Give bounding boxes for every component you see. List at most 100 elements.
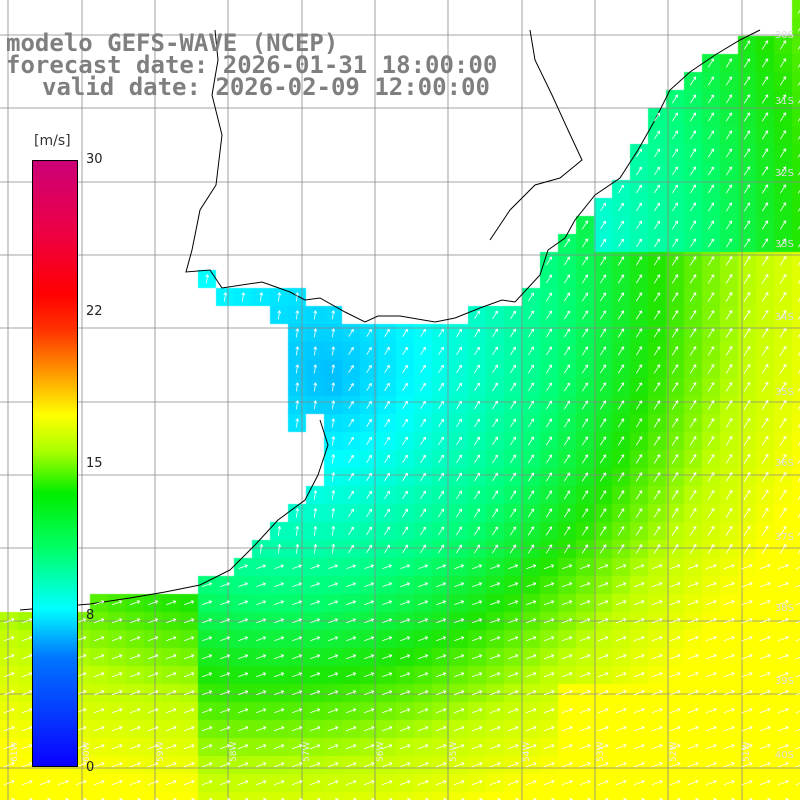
wind-arrow bbox=[456, 328, 462, 338]
wind-arrow bbox=[761, 256, 769, 266]
wind-arrow bbox=[296, 328, 298, 338]
wind-arrow-head bbox=[747, 364, 751, 368]
wind-arrow-head bbox=[440, 472, 444, 477]
wind-arrow bbox=[93, 672, 105, 678]
wind-arrow-head bbox=[298, 690, 303, 694]
wind-arrow bbox=[743, 454, 751, 464]
wind-arrow-head bbox=[533, 744, 537, 748]
wind-arrow-head bbox=[241, 292, 246, 296]
wind-arrow bbox=[510, 472, 516, 482]
wind-arrow bbox=[420, 526, 426, 536]
wind-arrow bbox=[528, 400, 534, 410]
wind-arrow-head bbox=[316, 564, 320, 568]
wind-arrow bbox=[725, 490, 733, 500]
wind-arrow-head bbox=[514, 582, 519, 586]
wind-arrow-head bbox=[713, 600, 717, 604]
wind-arrow bbox=[93, 618, 105, 624]
wind-arrow bbox=[651, 762, 663, 768]
wind-arrow-head bbox=[551, 726, 555, 730]
wind-arrow-head bbox=[191, 798, 195, 800]
wind-arrow-head bbox=[659, 672, 663, 676]
wind-arrow-head bbox=[695, 672, 699, 676]
wind-arrow-head bbox=[693, 508, 697, 512]
wind-arrow-head bbox=[710, 364, 715, 368]
wind-arrow bbox=[255, 708, 267, 714]
wind-arrow bbox=[525, 672, 537, 678]
wind-arrow bbox=[777, 672, 789, 678]
wind-arrow-head bbox=[496, 690, 501, 694]
wind-arrow-head bbox=[674, 184, 679, 188]
wind-arrow-head bbox=[262, 564, 266, 568]
wind-arrow bbox=[597, 654, 609, 660]
wind-arrow-head bbox=[602, 328, 607, 332]
wind-arrow bbox=[669, 744, 681, 750]
wind-arrow-head bbox=[749, 582, 753, 586]
wind-arrow-head bbox=[173, 762, 177, 766]
wind-arrow bbox=[296, 400, 298, 410]
wind-arrow bbox=[743, 544, 751, 554]
wind-arrow-head bbox=[11, 798, 15, 800]
wind-arrow-head bbox=[226, 654, 231, 658]
wind-arrow-head bbox=[710, 238, 715, 242]
wind-arrow bbox=[528, 382, 534, 392]
wind-arrow-head bbox=[386, 454, 390, 459]
wind-arrow bbox=[617, 490, 625, 500]
wind-arrow-head bbox=[406, 564, 410, 568]
wind-arrow bbox=[617, 418, 625, 428]
wind-arrow bbox=[690, 220, 696, 230]
wind-arrow-head bbox=[605, 744, 609, 748]
wind-arrow bbox=[564, 256, 570, 266]
wind-arrow bbox=[797, 297, 800, 302]
wind-arrow-head bbox=[783, 453, 787, 458]
wind-arrow-head bbox=[119, 744, 123, 748]
wind-arrow bbox=[381, 726, 393, 732]
wind-arrow-head bbox=[514, 636, 519, 640]
wind-arrow-head bbox=[728, 166, 733, 170]
wind-arrow-head bbox=[731, 672, 735, 676]
wind-arrow-head bbox=[620, 544, 625, 548]
wind-arrow bbox=[599, 274, 607, 284]
wind-arrow-head bbox=[677, 672, 681, 676]
wind-arrow bbox=[707, 400, 715, 410]
wind-arrow bbox=[220, 654, 230, 660]
wind-arrow-head bbox=[693, 490, 697, 494]
wind-arrow bbox=[636, 238, 642, 248]
wind-arrow-head bbox=[641, 798, 645, 800]
wind-arrow bbox=[472, 600, 482, 606]
wind-arrow bbox=[237, 726, 249, 732]
wind-arrow bbox=[528, 436, 534, 446]
wind-arrow bbox=[366, 329, 372, 337]
wind-arrow-head bbox=[136, 672, 141, 676]
wind-arrow-head bbox=[386, 526, 390, 531]
wind-arrow-head bbox=[334, 564, 338, 568]
wind-arrow bbox=[689, 526, 697, 536]
wind-arrow-head bbox=[425, 780, 429, 784]
wind-arrow bbox=[438, 544, 444, 554]
wind-arrow bbox=[165, 780, 177, 786]
wind-arrow bbox=[759, 564, 771, 570]
wind-arrow-head bbox=[746, 58, 751, 62]
wind-arrow bbox=[618, 220, 624, 230]
wind-arrow bbox=[492, 418, 498, 428]
wind-arrow-head bbox=[443, 762, 447, 766]
wind-arrow bbox=[400, 654, 410, 660]
wind-arrow-head bbox=[641, 762, 645, 766]
wind-arrow-head bbox=[782, 220, 787, 224]
wind-arrow-head bbox=[313, 508, 318, 512]
wind-arrow-head bbox=[568, 636, 573, 640]
wind-arrow bbox=[471, 744, 483, 750]
wind-arrow bbox=[797, 549, 800, 554]
wind-arrow bbox=[400, 636, 410, 642]
wind-arrow-head bbox=[406, 708, 411, 712]
wind-arrow bbox=[219, 762, 231, 768]
wind-arrow bbox=[492, 328, 498, 338]
wind-arrow-head bbox=[602, 256, 607, 260]
wind-arrow-head bbox=[422, 418, 426, 423]
wind-arrow-head bbox=[154, 672, 159, 676]
wind-arrow bbox=[292, 582, 302, 588]
wind-arrow-head bbox=[656, 148, 660, 152]
wind-arrow bbox=[492, 382, 498, 392]
wind-arrow-head bbox=[389, 798, 393, 800]
wind-arrow bbox=[384, 508, 390, 518]
